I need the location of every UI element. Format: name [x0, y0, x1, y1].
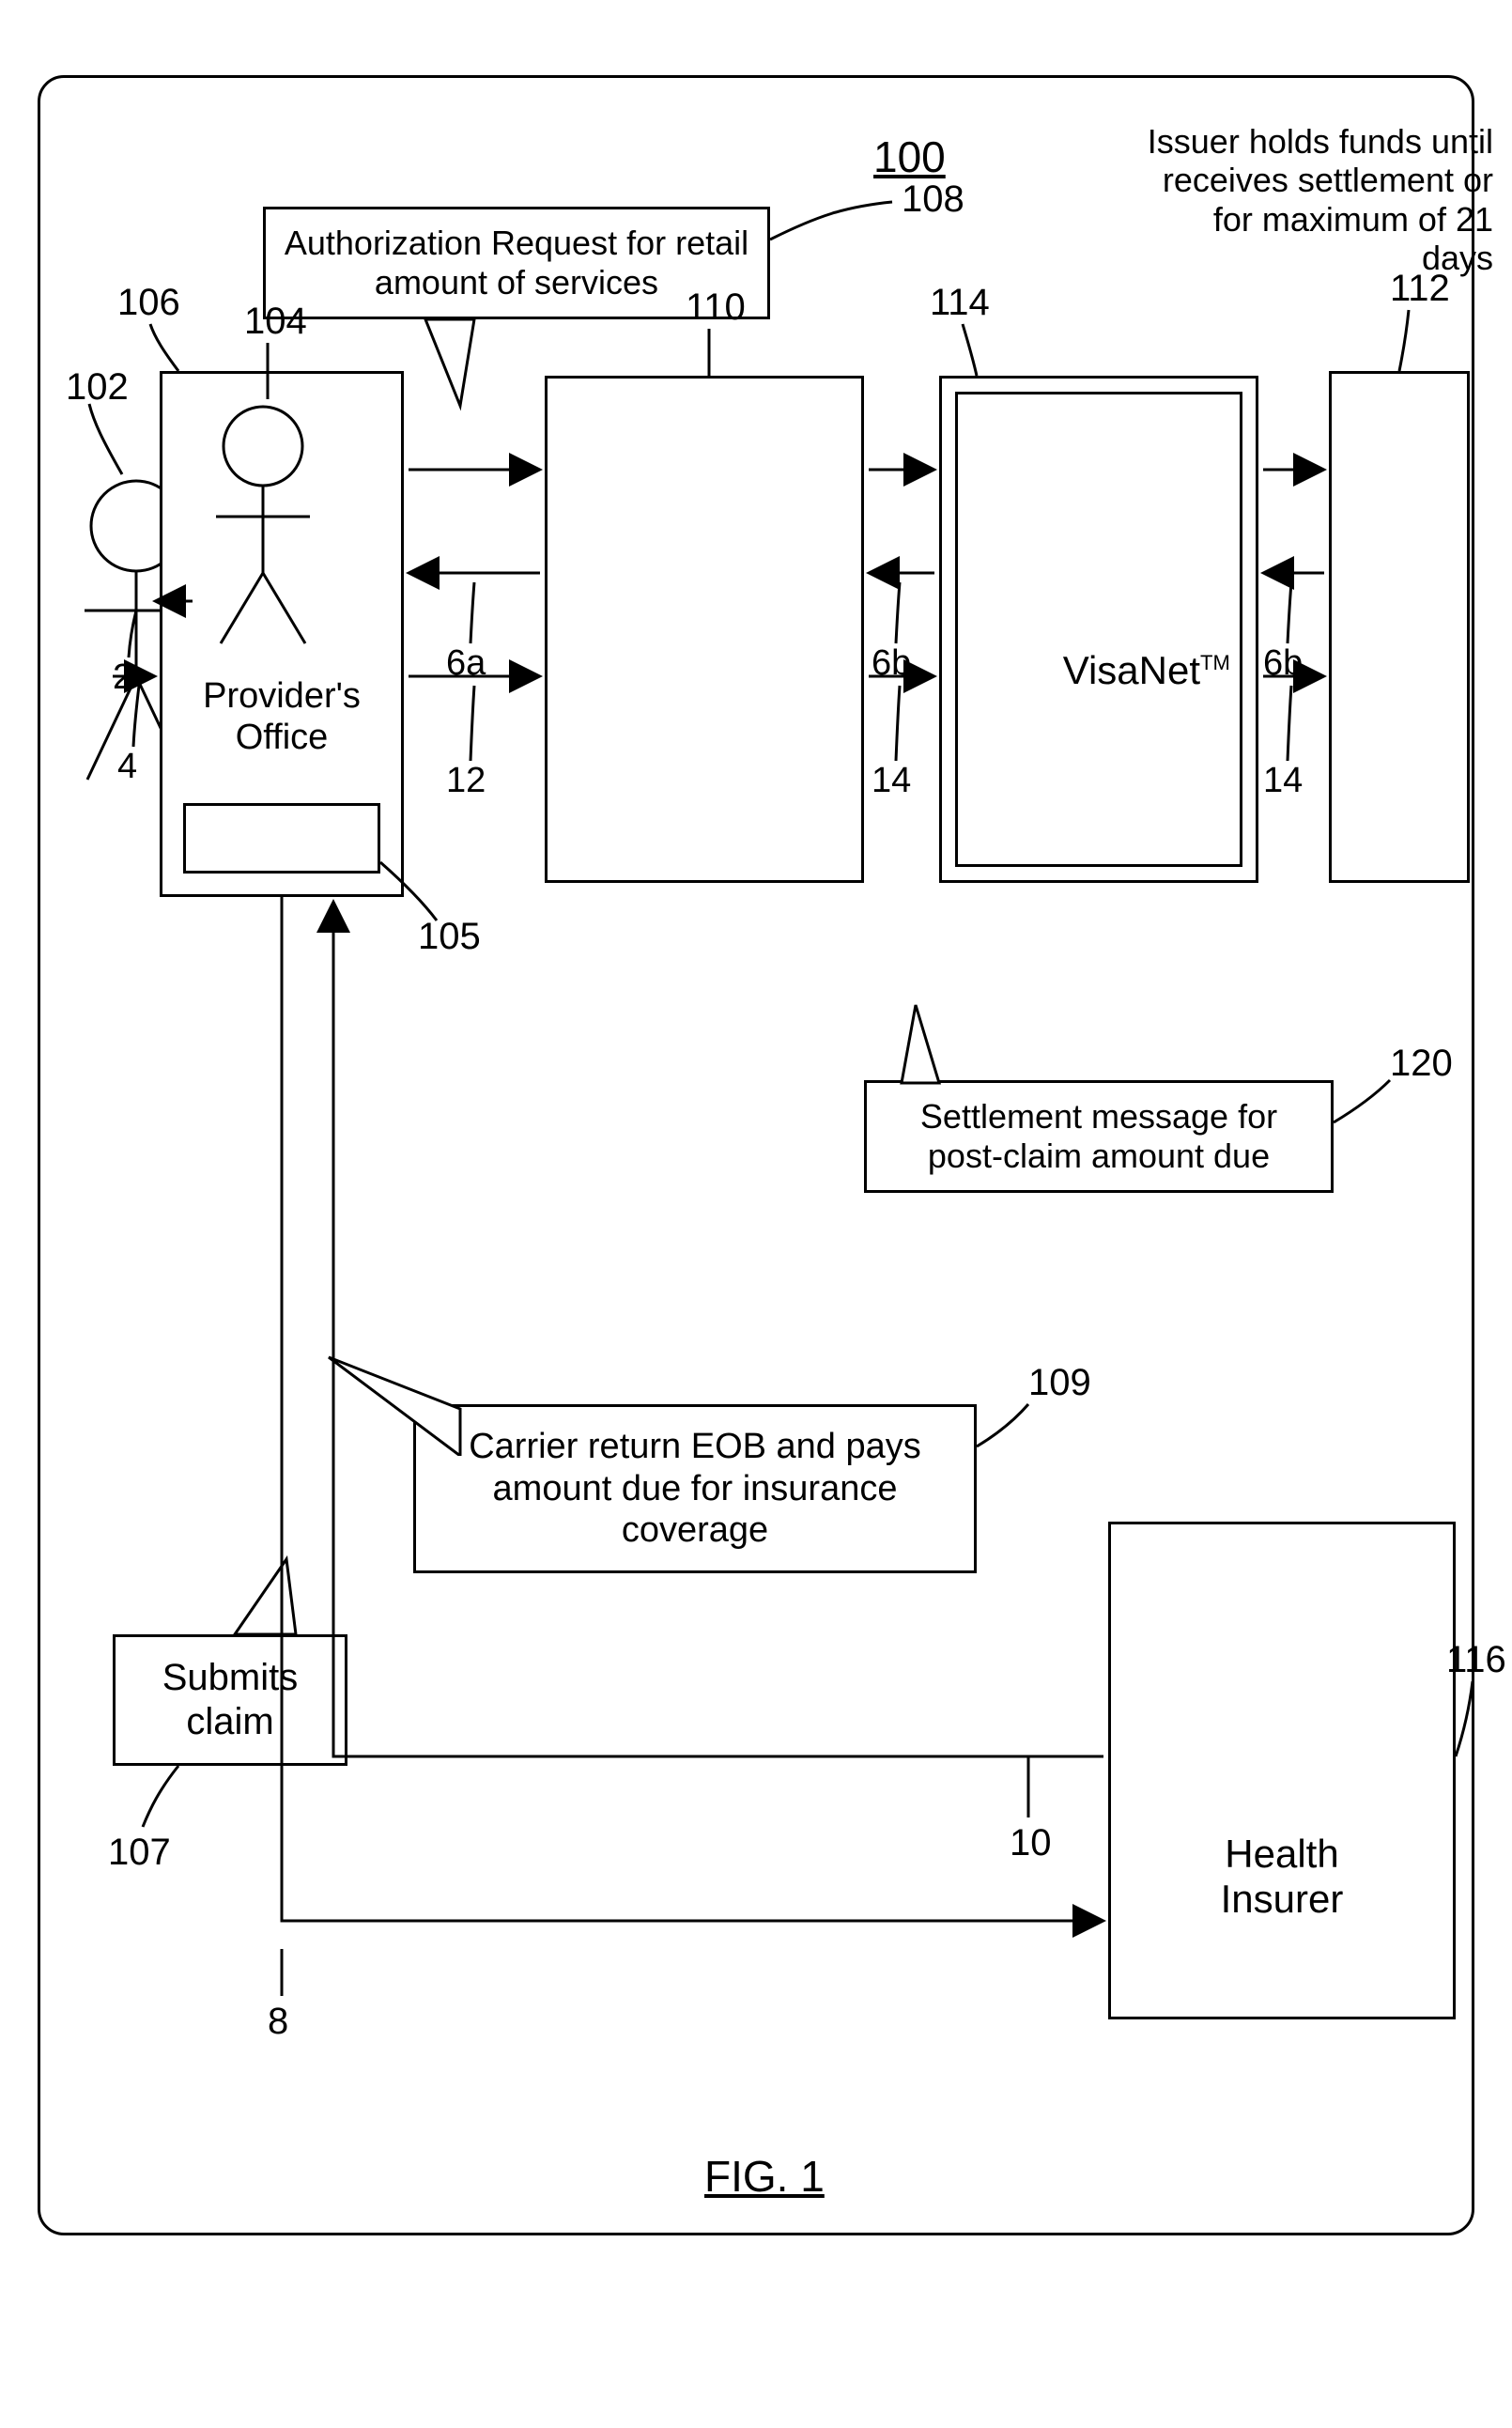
ref-114: 114: [930, 282, 990, 324]
arrows-layer: [0, 0, 1512, 2428]
arrow-14-label-2: 14: [1263, 761, 1303, 801]
ref-110: 110: [686, 286, 746, 329]
arrow-12-label: 12: [446, 761, 486, 801]
arrow-8-label: 8: [268, 2001, 288, 2043]
arrow-4-label: 4: [117, 747, 137, 787]
ref-102: 102: [66, 366, 129, 409]
ref-104: 104: [244, 301, 307, 343]
ref-116: 116: [1446, 1639, 1506, 1681]
arrow-14-label-1: 14: [872, 761, 911, 801]
arrow-6a-label: 6a: [446, 643, 486, 684]
ref-112: 112: [1390, 268, 1450, 310]
ref-120: 120: [1390, 1043, 1453, 1085]
ref-107: 107: [108, 1832, 171, 1874]
ref-108: 108: [902, 178, 964, 221]
arrow-2-label: 2: [113, 657, 132, 698]
ref-106: 106: [117, 282, 180, 324]
figure-caption: FIG. 1: [704, 2151, 825, 2202]
ref-109: 109: [1028, 1362, 1091, 1404]
arrow-6b-label-2: 6b: [1263, 643, 1303, 684]
ref-105: 105: [418, 916, 481, 958]
diagram-page: 100 Provider's Office VisaNetTM Health I…: [0, 0, 1512, 2428]
arrow-10-label: 10: [1010, 1822, 1052, 1864]
arrow-6b-label-1: 6b: [872, 643, 911, 684]
